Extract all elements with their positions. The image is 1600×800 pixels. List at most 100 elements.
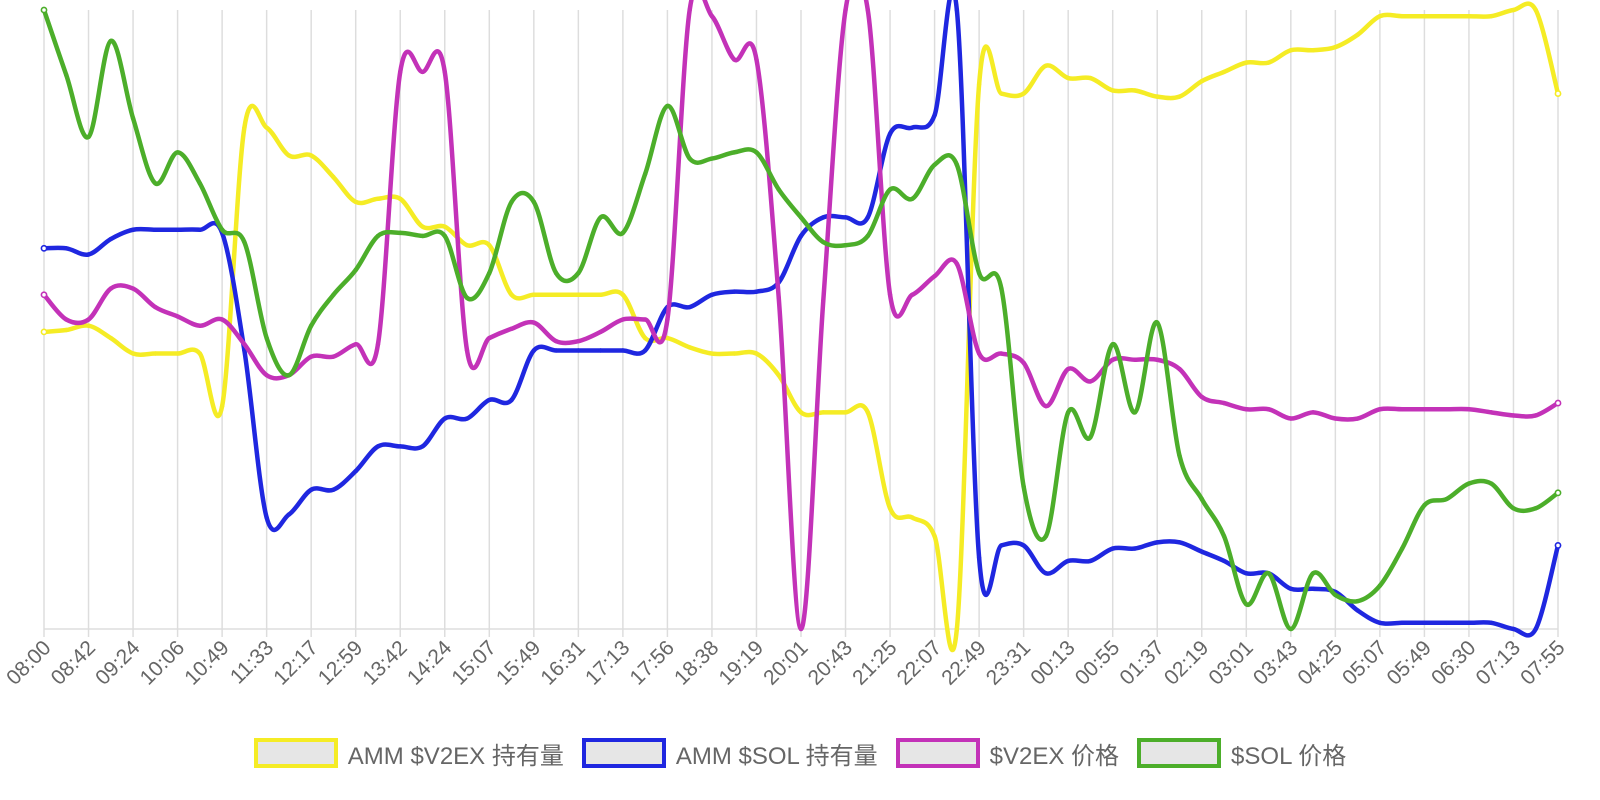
data-point[interactable] <box>999 91 1004 96</box>
data-point[interactable] <box>464 242 470 248</box>
data-point[interactable] <box>242 239 247 245</box>
data-point[interactable] <box>1132 410 1138 415</box>
data-point[interactable] <box>464 348 470 353</box>
data-point[interactable] <box>153 181 158 186</box>
data-point[interactable] <box>1355 608 1360 613</box>
data-point[interactable] <box>487 397 492 403</box>
data-point[interactable] <box>843 410 848 415</box>
data-point[interactable] <box>954 162 960 167</box>
data-point[interactable] <box>1221 533 1227 539</box>
data-point[interactable] <box>1021 543 1026 548</box>
data-point[interactable] <box>1244 601 1249 607</box>
data-point[interactable] <box>130 286 136 291</box>
data-point[interactable] <box>1288 416 1294 421</box>
data-point[interactable] <box>1355 32 1360 38</box>
data-point[interactable] <box>1021 91 1026 96</box>
data-point[interactable] <box>40 328 48 336</box>
data-point[interactable] <box>1511 7 1516 13</box>
data-point[interactable] <box>620 348 626 353</box>
data-point[interactable] <box>709 13 715 19</box>
data-point[interactable] <box>1310 571 1316 576</box>
data-point[interactable] <box>1065 410 1071 415</box>
data-point[interactable] <box>620 230 626 236</box>
data-point[interactable] <box>331 292 336 297</box>
data-point[interactable] <box>1466 407 1472 412</box>
data-point[interactable] <box>687 156 692 161</box>
data-point[interactable] <box>865 410 871 415</box>
data-point[interactable] <box>175 351 180 356</box>
data-point[interactable] <box>1221 558 1227 564</box>
data-point[interactable] <box>1488 620 1494 626</box>
data-point[interactable] <box>642 317 648 322</box>
data-point[interactable] <box>687 345 692 350</box>
data-point[interactable] <box>887 187 893 192</box>
data-point[interactable] <box>1533 413 1538 418</box>
data-point[interactable] <box>754 57 759 62</box>
data-point[interactable] <box>264 515 269 520</box>
data-point[interactable] <box>1333 592 1338 598</box>
data-point[interactable] <box>509 326 514 332</box>
data-point[interactable] <box>1154 94 1160 99</box>
data-point[interactable] <box>375 196 381 202</box>
data-point[interactable] <box>108 335 114 341</box>
data-point[interactable] <box>86 252 91 257</box>
data-point[interactable] <box>1399 407 1405 412</box>
data-point[interactable] <box>1422 13 1427 19</box>
data-point[interactable] <box>843 215 848 220</box>
data-point[interactable] <box>932 273 937 279</box>
data-point[interactable] <box>910 292 915 297</box>
data-point[interactable] <box>598 348 603 353</box>
data-point[interactable] <box>1377 407 1383 412</box>
data-point[interactable] <box>1199 78 1205 84</box>
data-point[interactable] <box>776 187 781 192</box>
data-point[interactable] <box>1288 586 1294 592</box>
data-point[interactable] <box>1444 407 1449 412</box>
data-point[interactable] <box>353 267 358 273</box>
data-point[interactable] <box>1065 75 1071 81</box>
data-point[interactable] <box>509 199 514 205</box>
data-point[interactable] <box>798 626 804 632</box>
data-point[interactable] <box>219 227 225 232</box>
data-point[interactable] <box>1199 394 1205 400</box>
data-point[interactable] <box>1043 533 1049 539</box>
data-point[interactable] <box>1177 366 1182 372</box>
data-point[interactable] <box>1266 407 1271 412</box>
data-point[interactable] <box>776 372 781 378</box>
data-point[interactable] <box>397 196 403 202</box>
data-point[interactable] <box>865 7 871 13</box>
data-point[interactable] <box>420 69 425 75</box>
data-point[interactable] <box>197 323 203 328</box>
data-point[interactable] <box>798 410 804 415</box>
data-point[interactable] <box>1043 63 1049 68</box>
data-point[interactable] <box>308 354 314 359</box>
data-point[interactable] <box>1088 75 1093 81</box>
data-point[interactable] <box>709 292 715 297</box>
data-point[interactable] <box>887 292 893 297</box>
data-point[interactable] <box>954 7 960 13</box>
data-point[interactable] <box>642 335 648 341</box>
data-point[interactable] <box>932 533 937 539</box>
data-point[interactable] <box>1533 626 1538 632</box>
data-point[interactable] <box>999 543 1004 548</box>
data-point[interactable] <box>1444 13 1449 19</box>
data-point[interactable] <box>1355 416 1360 421</box>
data-point[interactable] <box>598 215 603 220</box>
data-point[interactable] <box>1110 357 1115 362</box>
data-point[interactable] <box>1511 413 1516 418</box>
data-point[interactable] <box>40 291 48 299</box>
data-point[interactable] <box>1154 540 1160 545</box>
data-point[interactable] <box>1021 360 1026 366</box>
data-point[interactable] <box>175 314 180 319</box>
data-point[interactable] <box>175 227 180 232</box>
data-point[interactable] <box>1554 90 1562 97</box>
data-point[interactable] <box>976 270 982 276</box>
data-point[interactable] <box>40 6 48 14</box>
data-point[interactable] <box>353 468 358 474</box>
data-point[interactable] <box>598 329 603 335</box>
data-point[interactable] <box>1110 546 1115 551</box>
data-point[interactable] <box>821 215 826 220</box>
data-point[interactable] <box>999 351 1004 356</box>
legend-item-v2ex-price[interactable]: $V2EX 价格 <box>895 736 1119 771</box>
data-point[interactable] <box>776 295 781 301</box>
data-point[interactable] <box>1377 13 1383 19</box>
